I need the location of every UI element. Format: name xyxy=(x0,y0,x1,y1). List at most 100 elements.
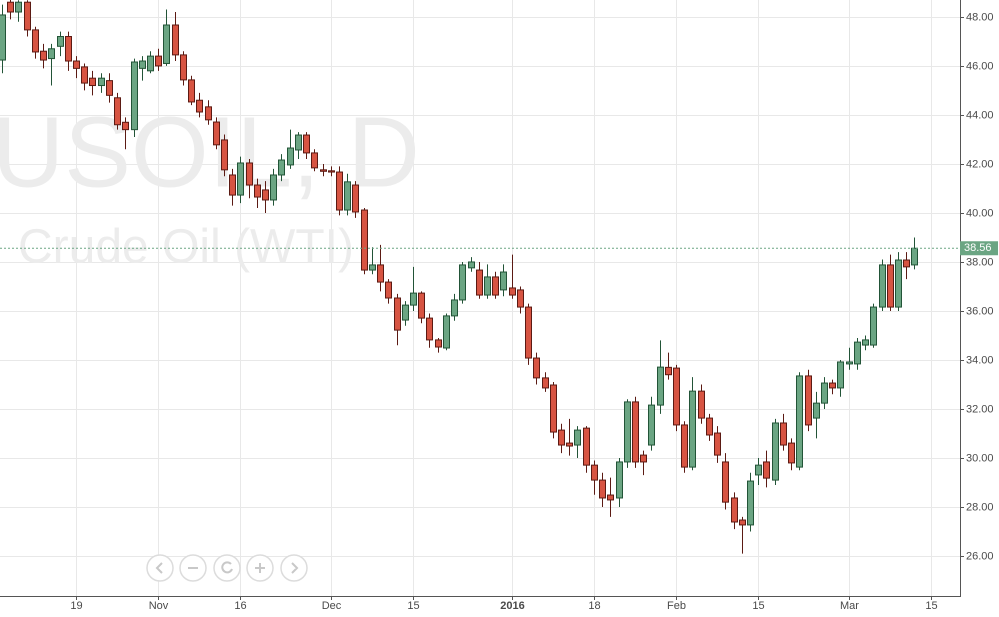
candle-body xyxy=(81,66,88,84)
x-tick-label: 2016 xyxy=(500,600,524,612)
reset-button[interactable] xyxy=(213,554,241,582)
candle-body xyxy=(114,97,121,126)
candle-body xyxy=(542,377,549,389)
candle-body xyxy=(451,299,458,317)
candle-body xyxy=(624,401,631,463)
candle-body xyxy=(698,390,705,419)
candle-body xyxy=(887,264,894,308)
candle-body xyxy=(854,341,861,365)
candle-body xyxy=(147,55,154,72)
candle-body xyxy=(57,36,64,47)
candle-body xyxy=(295,134,302,151)
candle-body xyxy=(566,442,573,447)
candle-body xyxy=(583,427,590,466)
candle-body xyxy=(648,404,655,446)
x-tick-label: 16 xyxy=(234,600,246,612)
candles xyxy=(0,0,960,554)
candle-body xyxy=(837,361,844,389)
candle-body xyxy=(829,382,836,389)
candle-body xyxy=(657,366,664,406)
candle-body xyxy=(591,464,598,481)
candle-body xyxy=(328,170,335,173)
candle-body xyxy=(254,184,261,198)
candle-body xyxy=(336,171,343,211)
candle-body xyxy=(665,366,672,376)
candle-body xyxy=(632,401,639,463)
candle-body xyxy=(237,162,244,196)
candle-body xyxy=(468,261,475,269)
candle-body xyxy=(911,247,918,266)
candle-body xyxy=(65,36,72,62)
grid xyxy=(0,0,960,596)
candle-body xyxy=(739,519,746,526)
candle-body xyxy=(131,61,138,131)
candle-body xyxy=(205,106,212,121)
candle-body xyxy=(484,276,491,296)
control-icons xyxy=(155,561,299,574)
candle-body xyxy=(303,134,310,154)
candle-body xyxy=(377,264,384,283)
x-tick-label: 15 xyxy=(925,600,937,612)
candle-body xyxy=(525,306,532,359)
candle-body xyxy=(714,432,721,456)
last-price-label: 38.56 xyxy=(964,242,992,254)
zoom-controls xyxy=(146,554,308,582)
candle-body xyxy=(747,480,754,526)
candle-body xyxy=(722,461,729,503)
scroll-left-button[interactable] xyxy=(146,554,174,582)
last-price-tag xyxy=(960,241,998,256)
candle-body xyxy=(287,147,294,166)
watermark-description: Crude Oil (WTI) xyxy=(18,221,354,274)
candle-body xyxy=(32,29,39,53)
candle-body xyxy=(213,121,220,146)
candle-body xyxy=(640,454,647,463)
candle-body xyxy=(509,287,516,296)
candle-body xyxy=(344,181,351,211)
candle-body xyxy=(361,209,368,271)
candle-body xyxy=(862,339,869,346)
y-tick-label: 28.00 xyxy=(966,501,994,513)
candle-body xyxy=(459,264,466,301)
candle-body xyxy=(558,429,565,446)
candle-body xyxy=(352,184,359,213)
candle-body xyxy=(443,315,450,349)
candle-body xyxy=(410,292,417,306)
candle-body xyxy=(402,304,409,321)
candle-body xyxy=(599,479,606,499)
candle-body xyxy=(903,259,910,268)
candle-body xyxy=(533,357,540,379)
candle-body xyxy=(550,384,557,433)
candle-body xyxy=(98,77,105,87)
candle-body xyxy=(731,497,738,523)
candle-body xyxy=(780,422,787,446)
candle-body xyxy=(73,60,80,69)
candle-body xyxy=(172,24,179,56)
candle-body xyxy=(755,464,762,476)
scroll-right-button[interactable] xyxy=(280,554,308,582)
candle-body xyxy=(48,48,55,60)
candle-body xyxy=(879,264,886,308)
x-tick-label: Feb xyxy=(667,600,686,612)
candle-body xyxy=(706,417,713,436)
candle-body xyxy=(788,442,795,464)
x-tick-label: 15 xyxy=(407,600,419,612)
y-tick-label: 38.00 xyxy=(966,256,994,268)
y-tick-label: 34.00 xyxy=(966,354,994,366)
candle-body xyxy=(246,162,253,186)
axes: 26.00 28.00 30.00 32.00 34.00 36.00 38.00 40.00… xyxy=(70,11,998,612)
candle-body xyxy=(270,174,277,201)
candle-body xyxy=(681,424,688,468)
candle-body xyxy=(155,55,162,67)
y-tick-label: 36.00 xyxy=(966,305,994,317)
candle-body xyxy=(196,99,203,113)
candle-body xyxy=(476,269,483,296)
candle-body xyxy=(278,159,285,176)
candle-body xyxy=(139,60,146,69)
candle-body xyxy=(385,281,392,299)
candle-body xyxy=(369,264,376,271)
candle-body xyxy=(418,292,425,319)
candle-body xyxy=(763,461,770,479)
candle-body xyxy=(846,361,853,365)
x-tick-label: Nov xyxy=(149,600,169,612)
candle-body xyxy=(40,50,47,61)
